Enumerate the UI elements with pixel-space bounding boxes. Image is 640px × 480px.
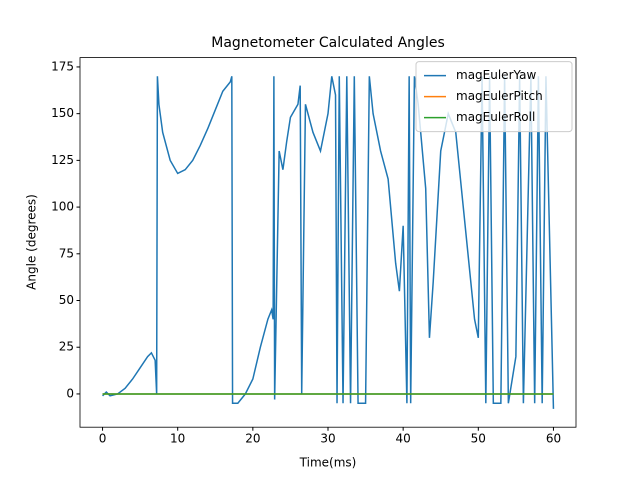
legend-label: magEulerPitch	[456, 89, 543, 103]
x-tick-label: 30	[320, 432, 335, 446]
y-tick-label: 0	[66, 386, 74, 400]
y-tick-label: 25	[59, 340, 74, 354]
y-tick-label: 50	[59, 293, 74, 307]
x-tick-label: 20	[245, 432, 260, 446]
x-axis-label: Time(ms)	[299, 456, 357, 470]
legend-label: magEulerRoll	[456, 110, 535, 124]
y-tick-label: 175	[51, 59, 74, 73]
y-axis-label: Angle (degrees)	[25, 194, 39, 290]
legend-label: magEulerYaw	[456, 68, 537, 82]
x-tick-label: 0	[99, 432, 107, 446]
x-tick-label: 40	[396, 432, 411, 446]
legend-box	[415, 61, 573, 133]
x-tick-label: 50	[471, 432, 486, 446]
x-tick-label: 60	[546, 432, 561, 446]
y-tick-label: 125	[51, 153, 74, 167]
y-tick-label: 100	[51, 200, 74, 214]
y-tick-label: 75	[59, 246, 74, 260]
chart-title: Magnetometer Calculated Angles	[211, 35, 445, 51]
plot-frame	[79, 57, 577, 428]
data-line	[102, 76, 555, 409]
y-tick-label: 150	[51, 106, 74, 120]
x-tick-label: 10	[170, 432, 185, 446]
